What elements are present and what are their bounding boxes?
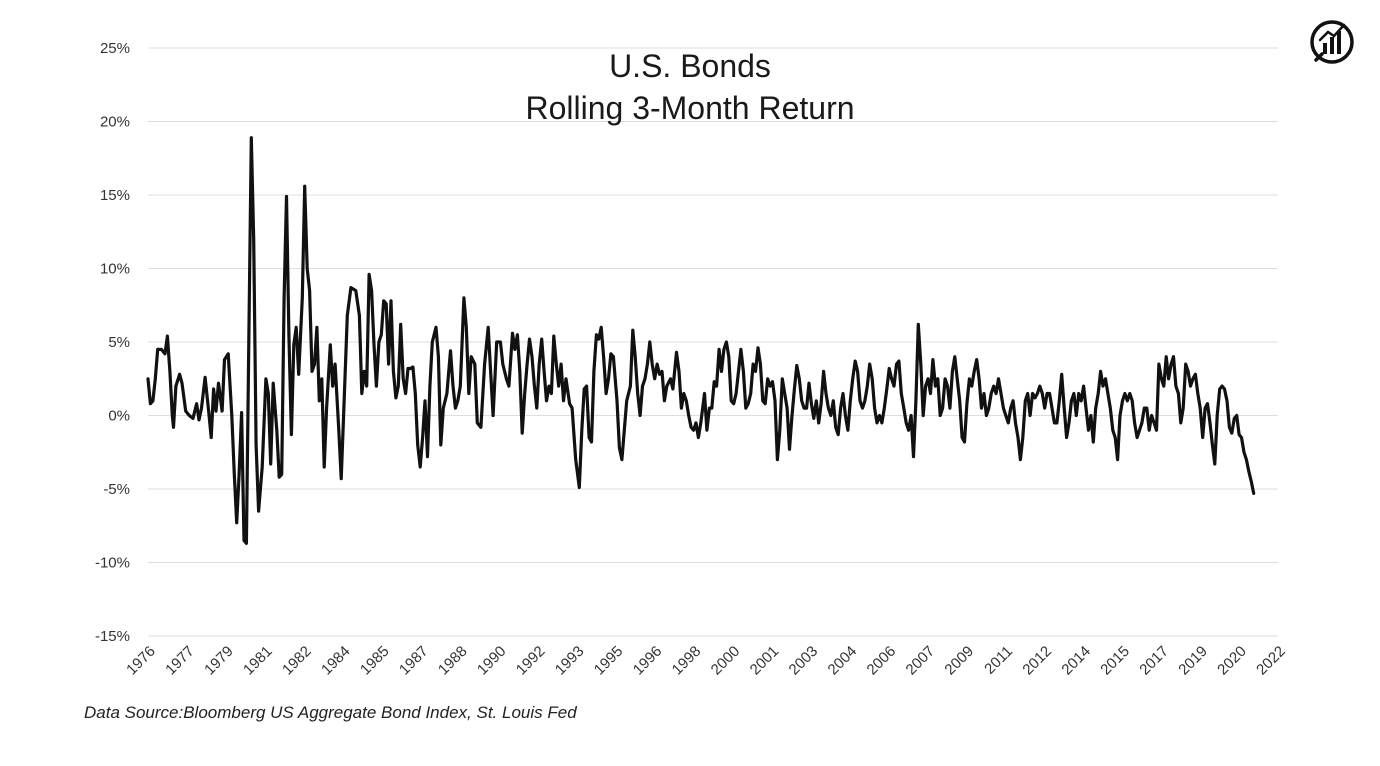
y-tick-label: -5% <box>103 481 130 498</box>
chart-subtitle: Rolling 3-Month Return <box>525 90 855 126</box>
x-tick-label: 1985 <box>357 643 393 679</box>
x-tick-label: 2003 <box>786 643 822 679</box>
x-tick-label: 2014 <box>1058 643 1094 679</box>
x-tick-label: 1996 <box>630 643 666 679</box>
x-tick-label: 1979 <box>201 643 237 679</box>
y-tick-label: 20% <box>100 114 130 131</box>
y-tick-label: 0% <box>108 408 130 425</box>
x-tick-label: 1998 <box>669 643 705 679</box>
x-tick-label: 2020 <box>1214 643 1250 679</box>
x-tick-label: 2000 <box>708 643 744 679</box>
chart-bubble-logo-icon <box>1310 20 1354 64</box>
x-tick-label: 1977 <box>162 643 198 679</box>
x-tick-label: 2022 <box>1253 643 1289 679</box>
y-axis-tick-labels: -15% -10% -5% 0% 5% 10% 15% 20% 25% <box>95 40 130 645</box>
x-axis-tick-labels: 1976 1977 1979 1981 1982 1984 1985 1987 1988 1990… <box>123 643 1289 679</box>
x-tick-label: 1981 <box>240 643 276 679</box>
x-tick-label: 1982 <box>279 643 315 679</box>
data-source-note: Data Source:Bloomberg US Aggregate Bond … <box>84 703 577 722</box>
y-tick-label: 10% <box>100 261 130 278</box>
series-layer <box>146 136 1256 545</box>
x-tick-label: 1995 <box>591 643 627 679</box>
y-tick-label: 15% <box>100 187 130 204</box>
x-tick-label: 1987 <box>396 643 432 679</box>
x-tick-label: 2007 <box>903 643 939 679</box>
chart-title: U.S. Bonds <box>609 48 771 84</box>
x-tick-label: 2017 <box>1136 643 1172 679</box>
x-tick-label: 2006 <box>864 643 900 679</box>
grid-lines <box>148 47 1278 637</box>
x-tick-label: 1976 <box>123 643 159 679</box>
x-tick-label: 1990 <box>474 643 510 679</box>
x-tick-label: 2001 <box>747 643 783 679</box>
y-tick-label: -15% <box>95 628 130 645</box>
x-tick-label: 2012 <box>1019 643 1055 679</box>
x-tick-label: 2011 <box>981 643 1016 678</box>
x-tick-label: 1992 <box>513 643 549 679</box>
y-tick-label: 25% <box>100 40 130 57</box>
x-tick-label: 1988 <box>435 643 471 679</box>
x-tick-label: 2019 <box>1175 643 1211 679</box>
y-tick-label: 5% <box>108 334 130 351</box>
x-tick-label: 2015 <box>1097 643 1133 679</box>
x-tick-label: 1984 <box>318 643 354 679</box>
series-line <box>146 136 1256 545</box>
x-tick-label: 1993 <box>552 643 588 679</box>
x-tick-label: 2009 <box>941 643 977 679</box>
x-tick-label: 2004 <box>825 643 861 679</box>
y-tick-label: -10% <box>95 555 130 572</box>
